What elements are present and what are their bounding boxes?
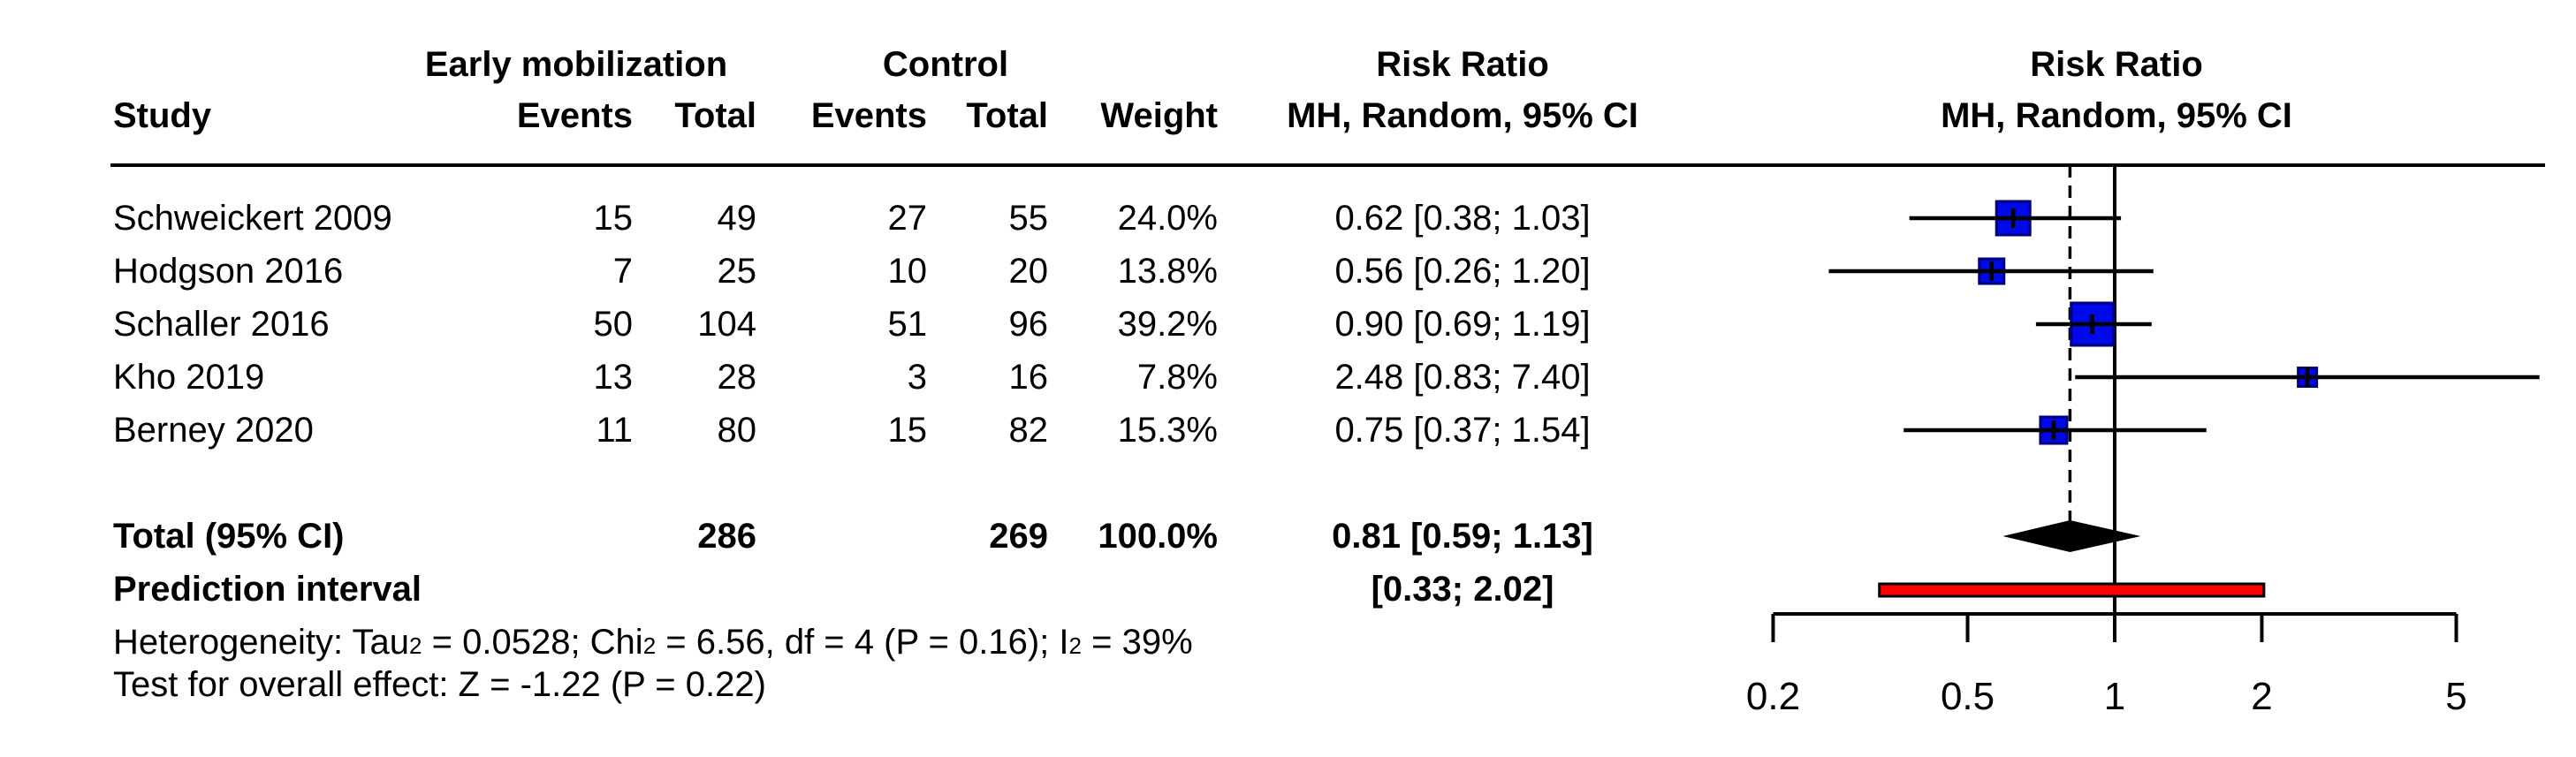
- column-method-text: MH, Random, 95% CI: [1287, 96, 1638, 135]
- superscript: 2: [1068, 632, 1082, 659]
- column-risk-ratio-plot: Risk Ratio: [2030, 45, 2203, 84]
- column-events-control: Events: [810, 96, 927, 135]
- total-control: 269: [989, 517, 1048, 556]
- rr-ci-cell: 0.75 [0.37; 1.54]: [1334, 411, 1591, 450]
- weight-cell: 39.2%: [1117, 305, 1218, 344]
- study-label: Schweickert 2009: [113, 199, 392, 238]
- column-group-control: Control: [882, 45, 1009, 84]
- column-total-control: Total: [966, 96, 1048, 135]
- axis-tick-label: 0.5: [1941, 675, 1995, 718]
- heterogeneity-note: Heterogeneity: Tau2 = 0.0528; Chi2 = 6.5…: [113, 623, 1193, 662]
- column-weight: Weight: [1100, 96, 1218, 135]
- prediction-ci-text: [0.33; 2.02]: [1371, 570, 1554, 609]
- total-ci-text: 0.81 [0.59; 1.13]: [1332, 517, 1593, 556]
- study-label: Berney 2020: [113, 411, 314, 450]
- total-control-cell: 16: [1008, 358, 1049, 397]
- total-control-cell: 55: [1008, 199, 1049, 238]
- events-control-cell: 27: [887, 199, 928, 238]
- total-experimental-cell: 80: [717, 411, 757, 450]
- total-experimental-cell: 25: [717, 252, 757, 291]
- rr-ci-cell: 0.90 [0.69; 1.19]: [1334, 305, 1591, 344]
- total-experimental-cell: 104: [697, 305, 756, 344]
- events-experimental-cell: 11: [596, 411, 633, 450]
- superscript: 2: [409, 632, 422, 659]
- events-control-cell: 51: [887, 305, 928, 344]
- axis-tick-label: 0.2: [1746, 675, 1800, 718]
- column-method-plot: MH, Random, 95% CI: [1941, 96, 2292, 135]
- events-experimental-cell: 15: [593, 199, 634, 238]
- axis-tick-label: 2: [2251, 675, 2272, 718]
- rr-ci-cell: 0.56 [0.26; 1.20]: [1334, 252, 1591, 291]
- study-label: Hodgson 2016: [113, 252, 344, 291]
- events-experimental-cell: 7: [612, 252, 633, 291]
- superscript: 2: [642, 632, 657, 659]
- column-risk-ratio-text: Risk Ratio: [1376, 45, 1549, 84]
- events-control-cell: 3: [907, 358, 927, 397]
- axis-tick-label: 5: [2445, 675, 2466, 718]
- axis-tick-label: 1: [2104, 675, 2125, 718]
- total-control-cell: 82: [1008, 411, 1049, 450]
- column-study: Study: [113, 96, 212, 135]
- rr-ci-cell: 2.48 [0.83; 7.40]: [1334, 358, 1591, 397]
- pooled-diamond: [2002, 520, 2141, 552]
- prediction-label: Prediction interval: [113, 570, 422, 609]
- events-control-cell: 15: [887, 411, 928, 450]
- column-group-experimental: Early mobilization: [424, 45, 728, 84]
- total-control-cell: 96: [1008, 305, 1049, 344]
- column-total-experimental: Total: [674, 96, 756, 135]
- events-experimental-cell: 50: [593, 305, 634, 344]
- weight-cell: 15.3%: [1117, 411, 1218, 450]
- weight-cell: 24.0%: [1117, 199, 1218, 238]
- weight-cell: 7.8%: [1136, 358, 1218, 397]
- column-events-experimental: Events: [516, 96, 633, 135]
- study-label: Schaller 2016: [113, 305, 330, 344]
- weight-cell: 13.8%: [1117, 252, 1218, 291]
- total-experimental-cell: 28: [717, 358, 757, 397]
- total-label: Total (95% CI): [113, 517, 345, 556]
- overall-effect-note: Test for overall effect: Z = -1.22 (P = …: [113, 665, 766, 704]
- prediction-interval-bar: [1878, 582, 2266, 598]
- total-experimental: 286: [697, 517, 756, 556]
- rr-ci-cell: 0.62 [0.38; 1.03]: [1334, 199, 1591, 238]
- total-weight: 100.0%: [1098, 517, 1218, 556]
- total-control-cell: 20: [1008, 252, 1049, 291]
- study-label: Kho 2019: [113, 358, 265, 397]
- total-experimental-cell: 49: [717, 199, 757, 238]
- events-experimental-cell: 13: [593, 358, 634, 397]
- header-rule: [110, 163, 2545, 167]
- events-control-cell: 10: [887, 252, 928, 291]
